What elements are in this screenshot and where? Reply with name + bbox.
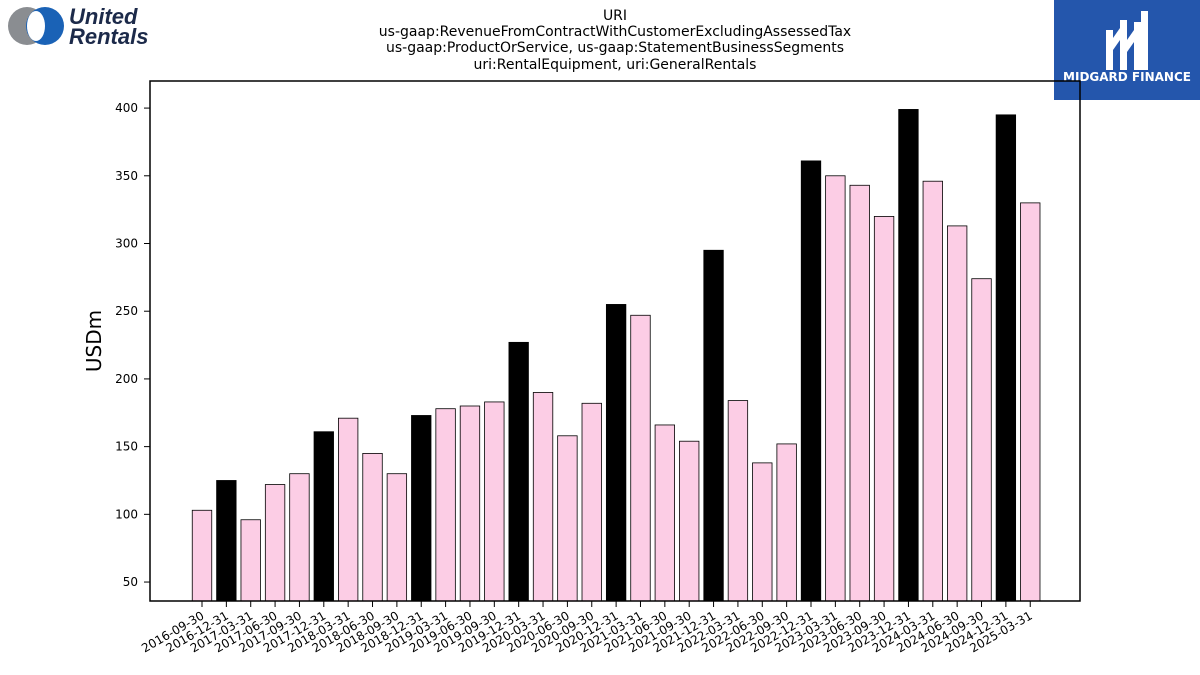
midgard-finance-logo: MIDGARD FINANCE bbox=[1054, 0, 1200, 100]
y-tick-label: 400 bbox=[115, 101, 138, 115]
bar-2018-03-31 bbox=[338, 417, 359, 602]
bar-2019-03-31 bbox=[435, 408, 456, 602]
bar-2020-12-31 bbox=[605, 304, 627, 602]
y-tick-label: 150 bbox=[115, 440, 138, 454]
bar-2021-03-31 bbox=[630, 314, 651, 602]
bar-2017-06-30 bbox=[264, 484, 286, 602]
bar-2024-09-30 bbox=[971, 278, 992, 602]
logo-line-1: United bbox=[69, 4, 138, 29]
title-line-4: uri:RentalEquipment, uri:GeneralRentals bbox=[474, 57, 757, 73]
bar-2023-09-30 bbox=[873, 216, 895, 602]
bar-2017-12-31 bbox=[313, 431, 334, 602]
bar-2017-03-31 bbox=[240, 519, 261, 602]
bar-2021-09-30 bbox=[679, 440, 700, 602]
y-tick-label: 50 bbox=[123, 575, 138, 589]
bar-2023-06-30 bbox=[849, 184, 870, 602]
midgard-mark-icon bbox=[1106, 11, 1148, 70]
y-axis-label: USDm bbox=[82, 310, 106, 372]
bar-2018-06-30 bbox=[362, 452, 383, 602]
bar-2018-12-31 bbox=[411, 415, 432, 602]
bar-2020-03-31 bbox=[532, 392, 554, 602]
bar-2024-12-31 bbox=[995, 114, 1017, 602]
bar-2021-12-31 bbox=[703, 249, 724, 602]
y-tick-label: 250 bbox=[115, 304, 138, 318]
united-rentals-logo: United Rentals bbox=[8, 4, 148, 49]
bar-2016-09-30 bbox=[191, 509, 213, 602]
bar-2024-03-31 bbox=[922, 180, 943, 602]
midgard-logo-text: MIDGARD FINANCE bbox=[1063, 70, 1191, 84]
y-tick-label: 350 bbox=[115, 169, 138, 183]
logo-center-shape bbox=[27, 11, 45, 41]
bar-2022-03-31 bbox=[727, 400, 749, 602]
chart-title: URI us-gaap:RevenueFromContractWithCusto… bbox=[379, 8, 851, 73]
y-axis: 50 100 150 200 250 300 350 400 bbox=[115, 101, 150, 589]
bar-2025-03-31 bbox=[1020, 202, 1041, 602]
title-line-2: us-gaap:RevenueFromContractWithCustomerE… bbox=[379, 24, 851, 40]
plot-frame bbox=[149, 80, 1081, 602]
logo-line-2: Rentals bbox=[69, 24, 148, 49]
bar-2018-09-30 bbox=[386, 473, 408, 602]
bar-2019-12-31 bbox=[508, 341, 529, 602]
bar-2020-06-30 bbox=[557, 435, 578, 602]
bar-2023-12-31 bbox=[898, 109, 919, 602]
title-line-3: us-gaap:ProductOrService, us-gaap:Statem… bbox=[386, 40, 844, 56]
bar-2019-06-30 bbox=[459, 405, 481, 602]
bar-2022-12-31 bbox=[800, 160, 822, 602]
bar-2023-03-31 bbox=[825, 175, 846, 602]
bar-2021-06-30 bbox=[654, 424, 675, 602]
y-tick-label: 100 bbox=[115, 507, 138, 521]
bar-2019-09-30 bbox=[484, 401, 505, 602]
y-tick-label: 200 bbox=[115, 372, 138, 386]
bar-2017-09-30 bbox=[289, 473, 310, 602]
bar-2022-06-30 bbox=[752, 462, 773, 602]
bar-series bbox=[191, 109, 1041, 602]
title-line-1: URI bbox=[603, 8, 627, 24]
bar-2024-06-30 bbox=[947, 225, 968, 602]
bar-2020-09-30 bbox=[581, 402, 602, 602]
bar-2016-12-31 bbox=[216, 480, 237, 602]
x-axis: 2016-09-302016-12-312017-03-312017-06-30… bbox=[139, 601, 1035, 655]
y-tick-label: 300 bbox=[115, 237, 138, 251]
bar-2022-09-30 bbox=[776, 443, 797, 602]
